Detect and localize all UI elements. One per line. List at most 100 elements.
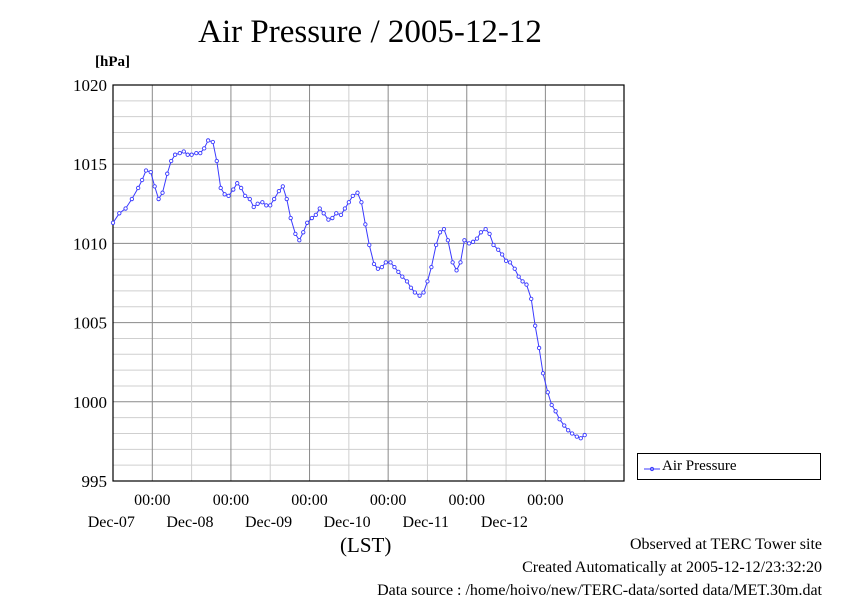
data-point bbox=[247, 196, 252, 202]
data-point bbox=[454, 268, 459, 273]
data-point bbox=[371, 261, 377, 267]
plot-frame bbox=[112, 84, 625, 482]
data-point bbox=[210, 139, 215, 145]
data-point bbox=[392, 265, 397, 270]
data-point bbox=[540, 371, 546, 376]
data-point bbox=[301, 230, 306, 235]
data-point bbox=[383, 260, 388, 265]
data-point bbox=[462, 238, 467, 243]
data-point bbox=[400, 274, 405, 279]
data-point bbox=[177, 150, 182, 156]
data-point bbox=[242, 193, 248, 199]
data-point bbox=[297, 238, 302, 243]
data-point bbox=[379, 265, 385, 270]
data-point bbox=[529, 296, 534, 301]
data-point bbox=[264, 203, 269, 208]
data-point bbox=[148, 169, 153, 175]
data-point bbox=[491, 242, 496, 248]
data-point bbox=[470, 239, 476, 244]
data-point bbox=[487, 231, 492, 237]
x-tick-time-label: 00:00 bbox=[213, 492, 249, 509]
y-tick-label: 995 bbox=[82, 472, 108, 491]
data-point bbox=[317, 206, 322, 211]
data-point bbox=[499, 252, 505, 257]
legend-swatch-icon bbox=[644, 466, 660, 472]
data-point bbox=[185, 152, 190, 157]
legend: Air Pressure bbox=[637, 453, 821, 480]
data-point bbox=[553, 409, 558, 414]
x-axis-label: (LST) bbox=[340, 533, 392, 557]
y-unit-label: [hPa] bbox=[95, 54, 130, 70]
data-point bbox=[288, 215, 293, 221]
data-point bbox=[520, 279, 525, 284]
data-point bbox=[235, 181, 240, 186]
data-point bbox=[129, 196, 135, 202]
data-point bbox=[152, 184, 157, 189]
data-point bbox=[545, 390, 550, 395]
x-tick-date-label: Dec-12 bbox=[481, 514, 528, 531]
x-tick-date-label: Dec-07 bbox=[88, 514, 135, 531]
data-point bbox=[136, 185, 141, 191]
data-point bbox=[574, 434, 579, 439]
data-point bbox=[117, 211, 122, 216]
data-point bbox=[404, 279, 410, 284]
y-tick-label: 1010 bbox=[73, 234, 107, 253]
data-point bbox=[260, 200, 265, 205]
data-point bbox=[578, 436, 583, 441]
data-point bbox=[165, 171, 170, 176]
data-point bbox=[566, 428, 571, 433]
x-tick-time-label: 00:00 bbox=[449, 492, 485, 509]
data-point bbox=[346, 200, 351, 205]
data-point bbox=[338, 212, 344, 218]
data-point bbox=[350, 193, 355, 199]
footer-created: Created Automatically at 2005-12-12/23:3… bbox=[522, 559, 822, 576]
data-point bbox=[321, 211, 326, 216]
data-point bbox=[512, 266, 517, 271]
data-point bbox=[388, 260, 393, 265]
y-tick-label: 1000 bbox=[73, 393, 107, 412]
data-point bbox=[189, 152, 194, 157]
data-point bbox=[474, 236, 480, 241]
data-point bbox=[172, 152, 178, 157]
data-point bbox=[169, 158, 174, 164]
data-point bbox=[450, 260, 455, 265]
data-point bbox=[272, 196, 277, 202]
data-point bbox=[557, 417, 562, 422]
data-point bbox=[238, 185, 244, 191]
data-point bbox=[156, 196, 161, 202]
footer-site: Observed at TERC Tower site bbox=[629, 536, 822, 553]
data-point bbox=[433, 242, 439, 248]
data-point bbox=[483, 226, 488, 232]
data-point bbox=[251, 204, 256, 210]
footer-source: Data source : /home/hoivo/new/TERC-data/… bbox=[377, 582, 822, 599]
data-point bbox=[536, 345, 542, 351]
data-point bbox=[231, 187, 236, 192]
data-point bbox=[309, 215, 315, 221]
data-point bbox=[437, 230, 443, 235]
data-point bbox=[181, 149, 186, 154]
data-point bbox=[305, 220, 310, 225]
data-point bbox=[478, 230, 484, 235]
y-tick-label: 1005 bbox=[73, 314, 107, 333]
data-point bbox=[375, 266, 381, 271]
data-point bbox=[363, 222, 368, 227]
data-point bbox=[110, 220, 116, 225]
x-tick-time-label: 00:00 bbox=[527, 492, 563, 509]
data-point bbox=[359, 200, 364, 205]
data-point bbox=[123, 206, 128, 211]
data-point bbox=[425, 279, 430, 284]
data-point bbox=[342, 206, 348, 211]
data-point bbox=[313, 212, 318, 218]
legend-label: Air Pressure bbox=[662, 458, 737, 474]
data-point bbox=[445, 238, 451, 243]
x-tick-date-label: Dec-11 bbox=[403, 514, 450, 531]
y-tick-label: 1015 bbox=[73, 155, 107, 174]
data-point bbox=[396, 269, 401, 275]
data-point bbox=[326, 217, 331, 222]
data-point bbox=[466, 241, 472, 246]
data-point bbox=[205, 138, 211, 143]
data-point bbox=[214, 158, 219, 164]
data-point bbox=[562, 423, 567, 428]
x-tick-time-label: 00:00 bbox=[134, 492, 170, 509]
